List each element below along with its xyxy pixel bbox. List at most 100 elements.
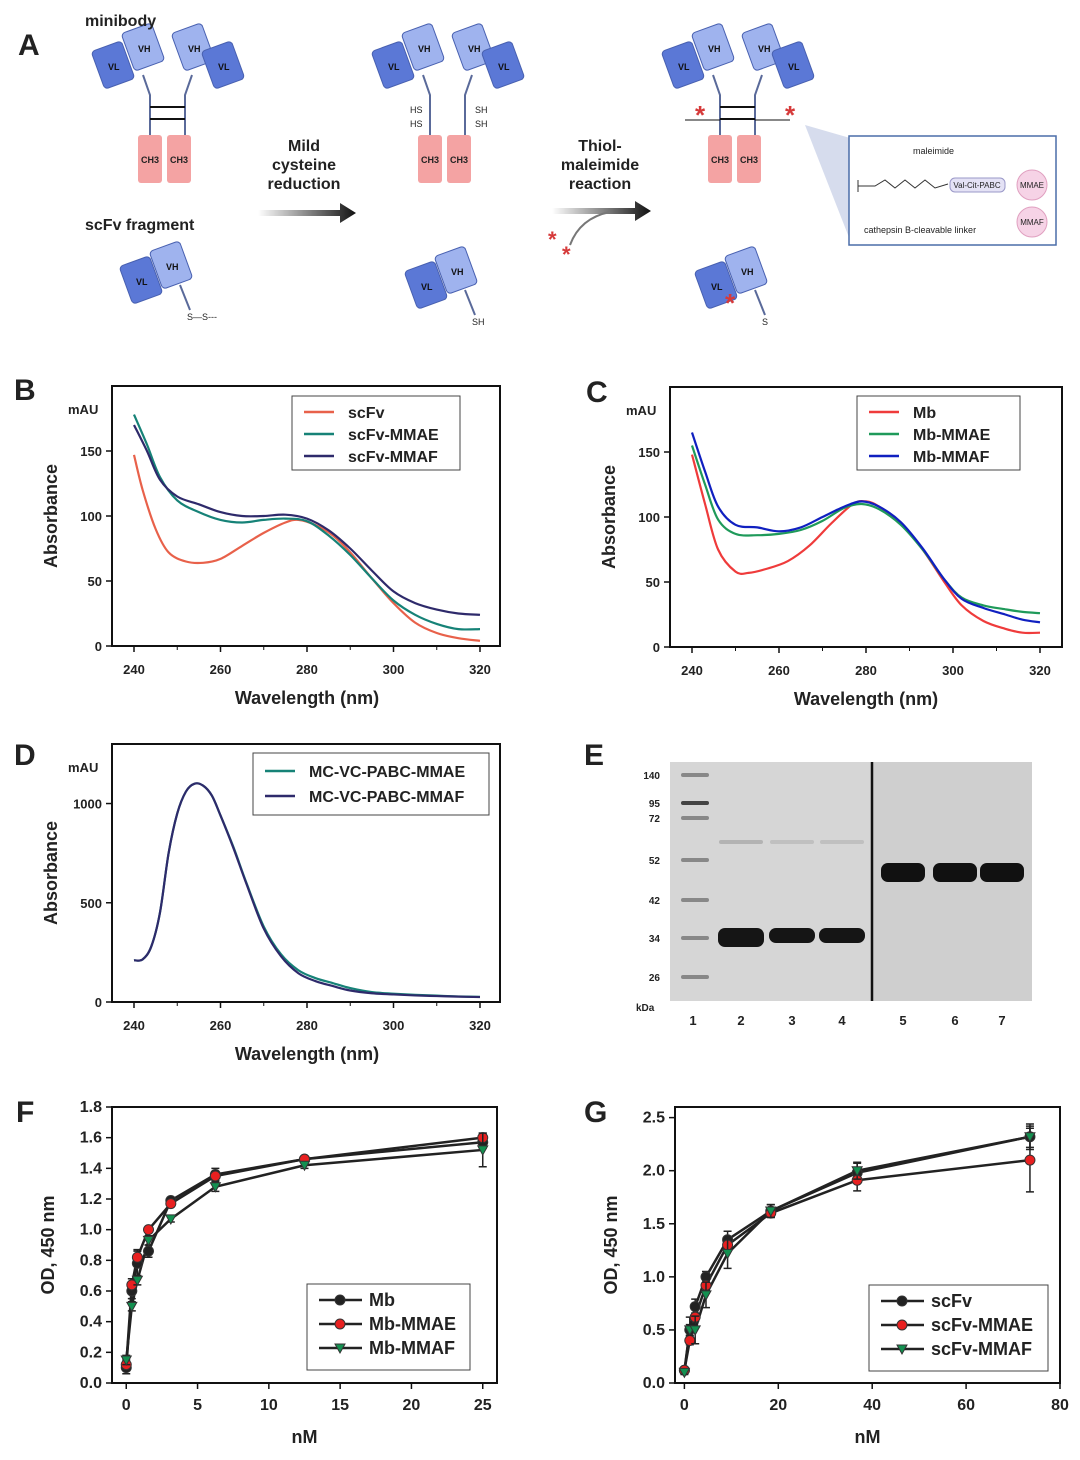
domain-label: VL [711,282,723,292]
data-point-scFv-MMAF [700,1290,712,1301]
domain-label: VL [788,62,800,72]
x-tick-label: 240 [123,1018,145,1033]
y-tick-label: 1.4 [80,1160,102,1177]
x-tick-label: 280 [855,663,877,678]
legend-marker [896,1319,908,1331]
panel-label-B: B [14,374,36,407]
vl-domain [91,41,135,89]
y-tick-label: 100 [638,510,660,525]
domain-label: VH [451,267,464,277]
unit-label: mAU [68,760,98,775]
domain-label: VL [388,62,400,72]
marker-label: 26 [649,973,661,984]
hs-label: HS [410,119,423,129]
thiol-label: S—S--- [187,312,217,322]
payload-circle [1016,169,1048,201]
vh-domain [724,246,768,294]
x-axis-label: nM [292,1427,318,1447]
data-point-Mb-MMAF [142,1235,155,1247]
y-axis-label: Absorbance [599,465,619,569]
payload-star-icon: * [725,288,736,318]
scfv-diagram: VL VH S—S--- [119,241,217,322]
thiol-label: SH [472,317,485,327]
payload-star-icon: * [548,227,557,252]
data-point-scFv-MMAF [764,1206,777,1218]
step2-label: reaction [569,176,631,193]
y-tick-label: 0.6 [80,1283,102,1300]
x-tick-label: 260 [210,662,232,677]
payload-star-icon: * [785,100,796,130]
thiol-label: S [762,317,768,327]
step2-label: maleimide [561,157,639,174]
data-point-scFv [689,1301,701,1313]
x-tick-label: 240 [681,663,703,678]
y-tick-label: 500 [80,896,102,911]
unit-label: mAU [626,403,656,418]
plot-frame [674,1106,1061,1384]
y-tick-label: 1.8 [80,1099,102,1116]
data-point-Mb-MMAF [131,1275,144,1287]
ch3-label: CH3 [450,155,468,165]
kda-label: kDa [636,1003,655,1014]
data-point-scFv-MMAF [721,1248,734,1260]
marker-band [681,858,709,862]
minibody-band [933,863,977,882]
marker-band [681,801,709,805]
legend-label: Mb [369,1290,395,1310]
ch3-domain [447,135,471,183]
ch3-domain [737,135,761,183]
lane-label: 4 [838,1013,846,1028]
y-tick-label: 50 [88,574,102,589]
legend-label: scFv-MMAE [931,1315,1033,1335]
payload-star-icon: * [562,242,571,267]
ch3-label: CH3 [170,155,188,165]
data-point-Mb [143,1245,155,1257]
y-tick-label: 0.0 [643,1375,665,1392]
marker-label: 34 [649,934,661,945]
domain-label: VL [136,277,148,287]
ch3-label: CH3 [421,155,439,165]
x-tick-label: 320 [469,1018,491,1033]
legend-label: Mb [913,405,936,422]
y-tick-label: 1.0 [643,1269,665,1286]
marker-band [681,975,709,979]
marker-label: 72 [649,814,661,825]
vl-domain [371,41,415,89]
chart-F: 0 5 10 15 20 25 0.0 0.2 0.4 0.6 0.8 1.0 1.2 1.4 1.6 1.8… [38,1099,498,1447]
minibody-diagram: VL VH VH VL CH3 CH3 [91,23,245,183]
x-tick-label: 25 [474,1397,492,1414]
panel-label-F: F [16,1096,34,1129]
lane-label: 6 [951,1013,958,1028]
marker-label: 52 [649,856,661,867]
panel-label-E: E [584,739,604,772]
ch3-label: CH3 [711,155,729,165]
scfv-band [718,928,764,947]
legend [252,752,490,816]
linker-box [949,177,1006,193]
data-point-scFv-MMAF [678,1367,691,1379]
vl-domain [771,41,815,89]
x-tick-label: 280 [296,1018,318,1033]
panel-label-D: D [14,739,36,772]
payload-star-icon: * [695,100,706,130]
step1-label: reduction [268,176,341,193]
legend-label: scFv [931,1291,972,1311]
faint-band [820,840,864,844]
x-axis-label: Wavelength (nm) [794,689,938,709]
gel-left [670,762,872,1001]
vh-domain [149,241,193,289]
data-point-Mb-MMAE [165,1198,177,1210]
domain-label: VH [468,44,481,54]
step2-label: Thiol- [578,138,622,155]
ch3-label: CH3 [740,155,758,165]
legend-marker [334,1294,346,1306]
marker-band [681,898,709,902]
chart-B: 240 260 280 300 320 0 50 100 150 Wavelength (nm) A… [41,385,501,708]
legend-marker [334,1343,346,1355]
legend-label: Mb-MMAF [913,449,990,466]
x-axis-label: nM [855,1427,881,1447]
y-axis-label: Absorbance [41,464,61,568]
y-tick-label: 0 [95,639,102,654]
maleimide-label: maleimide [913,146,954,156]
